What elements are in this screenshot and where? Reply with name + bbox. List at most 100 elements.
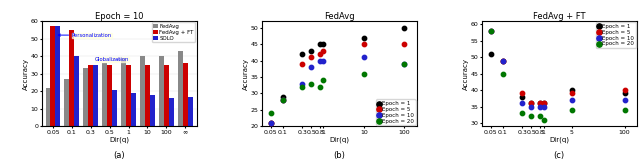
Bar (83, 68, 88, 126)
Epoch = 5 (297, 63, 307, 65)
Epoch = 1 (314, 43, 324, 45)
Epoch = 10 (526, 105, 536, 108)
Bar (65, 79, 69, 126)
Bar (93, 65, 98, 126)
Bar (107, 65, 112, 126)
Bar (51, 26, 56, 126)
Epoch = 10 (498, 59, 508, 62)
Epoch = 5 (526, 102, 536, 105)
Epoch = 1 (517, 95, 527, 98)
Epoch = 20 (534, 115, 545, 118)
Epoch = 5 (266, 122, 276, 124)
Epoch = 1 (486, 53, 496, 55)
Title: FedAvg + FT: FedAvg + FT (533, 12, 586, 21)
X-axis label: Dir(q): Dir(q) (109, 136, 129, 143)
Epoch = 5 (278, 99, 288, 101)
Bar (126, 65, 131, 126)
Epoch = 20 (359, 72, 369, 75)
Epoch = 5 (534, 102, 545, 105)
Bar (121, 58, 126, 126)
Epoch = 1 (567, 89, 577, 92)
Bar (178, 51, 183, 126)
Epoch = 10 (359, 56, 369, 58)
Bar (74, 56, 79, 126)
Epoch = 1 (399, 26, 410, 29)
Epoch = 5 (306, 56, 316, 58)
Epoch = 20 (538, 118, 548, 121)
Epoch = 10 (486, 30, 496, 32)
Epoch = 1 (534, 102, 545, 105)
Epoch = 20 (517, 112, 527, 115)
Bar (45, 88, 51, 126)
Legend: Epoch = 1, Epoch = 5, Epoch = 10, Epoch = 20: Epoch = 1, Epoch = 5, Epoch = 10, Epoch … (596, 22, 636, 48)
Bar (169, 98, 173, 126)
Epoch = 5 (318, 49, 328, 52)
Epoch = 5 (517, 92, 527, 95)
Epoch = 20 (318, 79, 328, 82)
Bar (188, 97, 193, 126)
Text: (c): (c) (554, 151, 565, 160)
Title: Epoch = 10: Epoch = 10 (95, 12, 143, 21)
Bar (102, 63, 107, 126)
Y-axis label: Accuracy: Accuracy (23, 58, 29, 90)
Bar (88, 65, 93, 126)
Bar (150, 95, 155, 126)
Epoch = 10 (266, 122, 276, 124)
Y-axis label: Accuracy: Accuracy (243, 58, 249, 90)
Text: Personalization: Personalization (58, 33, 112, 38)
Epoch = 1 (538, 102, 548, 105)
Epoch = 20 (526, 115, 536, 118)
Epoch = 1 (318, 43, 328, 45)
Legend: FedAvg, FedAvg + FT, SOLO: FedAvg, FedAvg + FT, SOLO (152, 22, 195, 42)
Epoch = 20 (486, 30, 496, 32)
Epoch = 10 (399, 63, 410, 65)
Epoch = 5 (498, 59, 508, 62)
Epoch = 10 (534, 105, 545, 108)
Epoch = 10 (620, 99, 630, 101)
Epoch = 20 (278, 99, 288, 101)
Bar (183, 63, 188, 126)
Epoch = 10 (318, 59, 328, 62)
Epoch = 10 (306, 66, 316, 68)
Epoch = 10 (567, 99, 577, 101)
Epoch = 20 (498, 72, 508, 75)
Text: Globalization: Globalization (95, 57, 129, 62)
Epoch = 5 (314, 53, 324, 55)
X-axis label: Dir(q): Dir(q) (329, 136, 349, 143)
Bar (145, 65, 150, 126)
Epoch = 20 (297, 86, 307, 88)
Epoch = 5 (399, 43, 410, 45)
Epoch = 1 (498, 59, 508, 62)
Bar (69, 30, 74, 126)
Bar (56, 26, 60, 126)
Epoch = 1 (620, 92, 630, 95)
Epoch = 20 (306, 82, 316, 85)
Epoch = 20 (399, 63, 410, 65)
Epoch = 5 (359, 43, 369, 45)
Epoch = 1 (359, 36, 369, 39)
Epoch = 1 (297, 53, 307, 55)
Epoch = 5 (538, 102, 548, 105)
Epoch = 10 (278, 99, 288, 101)
Epoch = 5 (620, 89, 630, 92)
Epoch = 20 (567, 109, 577, 111)
Bar (159, 56, 164, 126)
Bar (112, 89, 117, 126)
Epoch = 20 (314, 86, 324, 88)
Bar (164, 65, 169, 126)
Epoch = 20 (266, 112, 276, 115)
Epoch = 5 (486, 30, 496, 32)
X-axis label: Dir(q): Dir(q) (549, 136, 570, 143)
Epoch = 10 (297, 82, 307, 85)
Epoch = 10 (314, 59, 324, 62)
Bar (140, 56, 145, 126)
Legend: Epoch = 1, Epoch = 5, Epoch = 10, Epoch = 20: Epoch = 1, Epoch = 5, Epoch = 10, Epoch … (376, 99, 415, 125)
Title: FedAvg: FedAvg (324, 12, 355, 21)
Epoch = 1 (526, 102, 536, 105)
Text: (b): (b) (333, 151, 345, 160)
Text: (a): (a) (113, 151, 125, 160)
Y-axis label: Accuracy: Accuracy (463, 58, 469, 90)
Epoch = 1 (266, 122, 276, 124)
Epoch = 1 (278, 95, 288, 98)
Epoch = 10 (517, 102, 527, 105)
